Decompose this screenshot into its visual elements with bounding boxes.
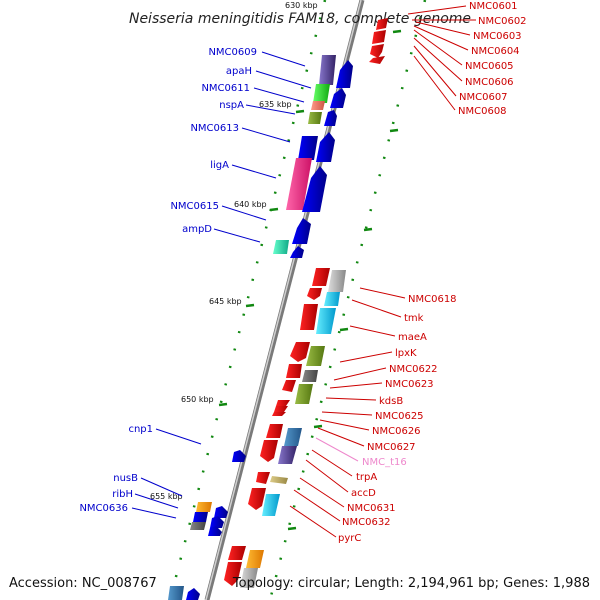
gene-label: NMC0609: [208, 47, 257, 58]
left-label-connectors: [131, 51, 312, 519]
gene-label: NMC0611: [201, 83, 250, 94]
genome-title: Neisseria meningitidis FAM18, complete g…: [129, 11, 471, 27]
scale-label: 635 kbp: [259, 100, 292, 109]
left-gene-labels: NMC0609 apaH NMC0611 nspA NMC0613 ligA N…: [79, 47, 257, 514]
gene-label: ribH: [112, 489, 133, 500]
gene-features: [168, 18, 388, 600]
scale-label: 650 kbp: [181, 395, 214, 404]
gene-label: trpA: [356, 472, 377, 483]
gene-label: NMC0608: [458, 106, 507, 117]
topology-text: Topology: circular; Length: 2,194,961 bp…: [232, 576, 590, 591]
gene-label: maeA: [398, 332, 427, 343]
gene-label: NMC0607: [459, 92, 508, 103]
gene-label: NMC0613: [190, 123, 239, 134]
gene-label: NMC_t16: [362, 457, 407, 468]
gene-label: lpxK: [395, 348, 417, 359]
scale-label: 640 kbp: [234, 200, 267, 209]
gene-label: ampD: [182, 224, 212, 235]
right-label-connectors: [289, 5, 476, 538]
gene-label: NMC0623: [385, 379, 434, 390]
gene-label: nspA: [219, 100, 244, 111]
scale-labels: 630 kbp 635 kbp 640 kbp 645 kbp 650 kbp …: [150, 1, 402, 531]
gene-label: NMC0627: [367, 442, 416, 453]
gene-label: NMC0602: [478, 16, 527, 27]
gene-label: cnp1: [128, 424, 153, 435]
gene-label: NMC0603: [473, 31, 522, 42]
gene-label: kdsB: [379, 396, 403, 407]
gene-label: NMC0605: [465, 61, 514, 72]
scale-label: 645 kbp: [209, 297, 242, 306]
gene-label: nusB: [113, 473, 138, 484]
gene-label: NMC0626: [372, 426, 421, 437]
gene-label: NMC0636: [79, 503, 128, 514]
gene-label: NMC0622: [389, 364, 438, 375]
accession-text: Accession: NC_008767: [9, 576, 157, 591]
gene-label: ligA: [210, 160, 229, 171]
gene-label: NMC0601: [469, 1, 518, 12]
trna-connector: [315, 437, 359, 462]
gene-label: NMC0632: [342, 517, 391, 528]
gene-label: apaH: [226, 66, 252, 77]
gene-label: NMC0604: [471, 46, 520, 57]
gene-label: NMC0631: [347, 503, 396, 514]
gene-label: NMC0625: [375, 411, 424, 422]
scale-label: 655 kbp: [150, 492, 183, 501]
right-gene-labels: NMC0601 NMC0602 NMC0603 NMC0604 NMC0605 …: [338, 1, 527, 544]
scale-label: 630 kbp: [285, 1, 318, 10]
gene-label: tmk: [404, 313, 424, 324]
gene-label: NMC0606: [465, 77, 514, 88]
gene-label: accD: [351, 488, 376, 499]
gene-label: pyrC: [338, 533, 361, 544]
gene-label: NMC0615: [170, 201, 219, 212]
gene-label: NMC0618: [408, 294, 457, 305]
